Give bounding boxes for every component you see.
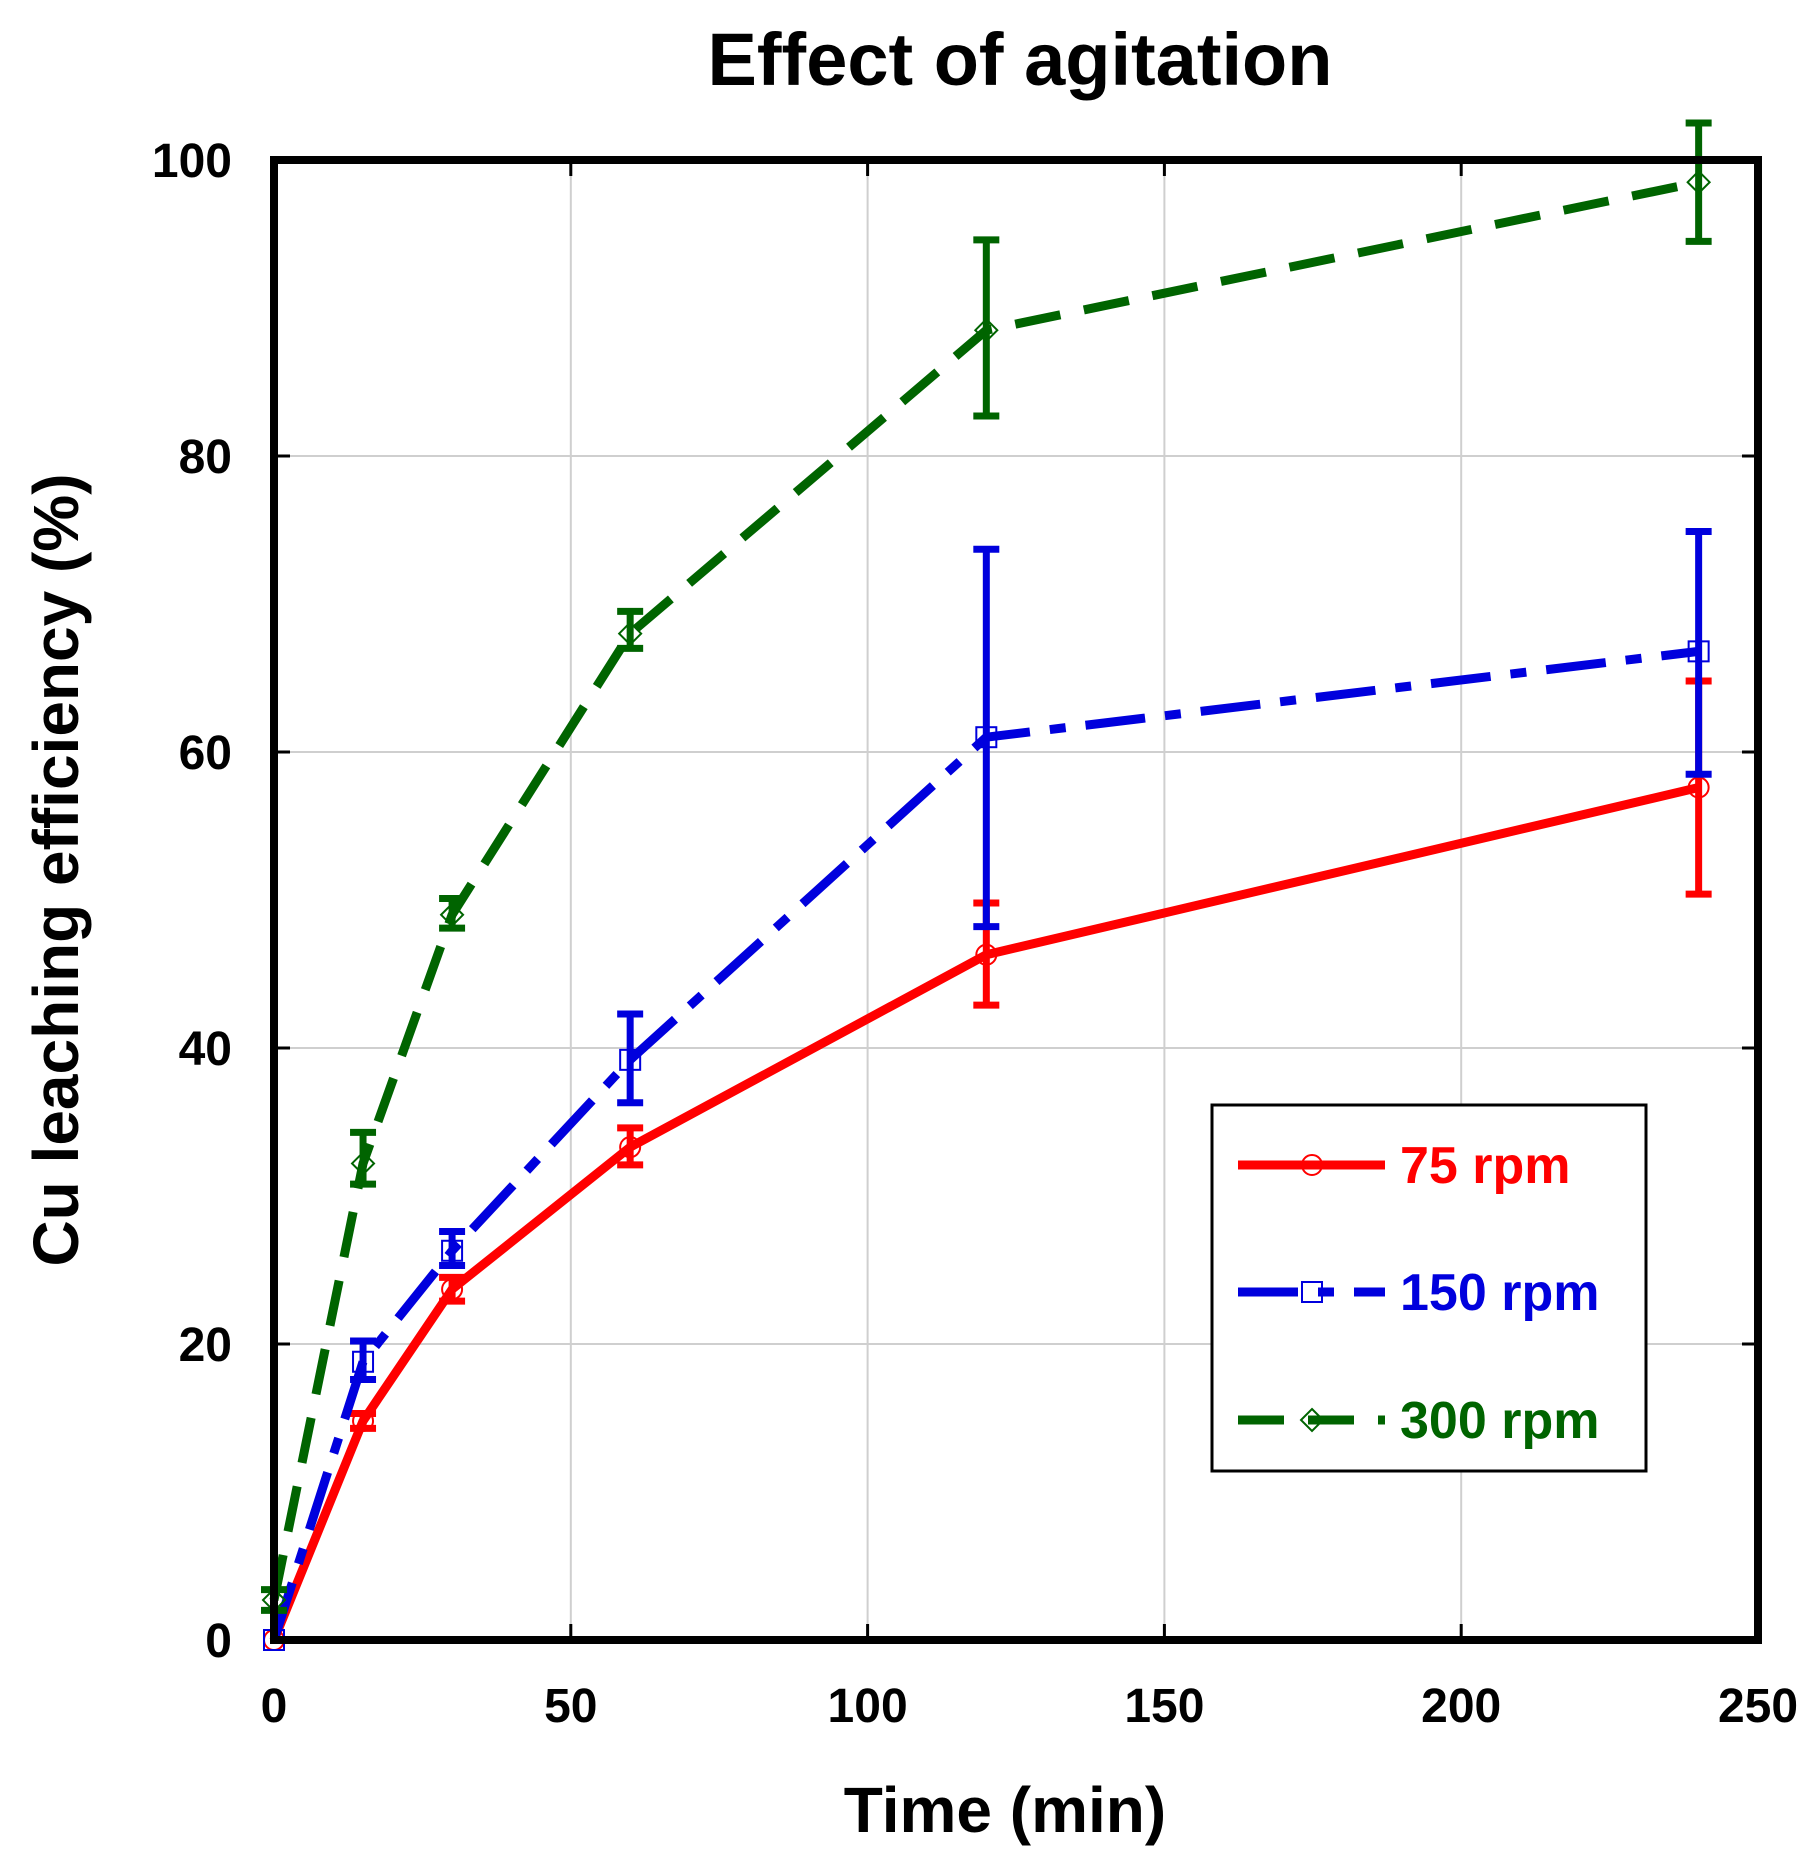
data-point xyxy=(617,621,643,647)
x-tick-label: 50 xyxy=(544,1680,597,1733)
series-line xyxy=(269,646,1700,1642)
y-axis-label: Cu leaching efficiency (%) xyxy=(20,473,92,1266)
legend-entry-150-rpm: 150 rpm xyxy=(1238,1264,1599,1322)
x-tick-label: 0 xyxy=(261,1680,288,1733)
legend-entry-75-rpm: 75 rpm xyxy=(1238,1137,1571,1195)
plot-frame xyxy=(270,156,1762,1644)
data-point xyxy=(619,1048,642,1071)
data-point xyxy=(441,1239,464,1262)
legend-marker xyxy=(1299,1407,1325,1433)
y-tick-label: 100 xyxy=(152,135,232,188)
data-point xyxy=(619,1136,642,1159)
series-line xyxy=(269,177,1700,1601)
series-line xyxy=(269,783,1700,1642)
legend-label: 75 rpm xyxy=(1400,1137,1571,1195)
data-point xyxy=(1687,640,1710,663)
data-point xyxy=(352,1409,375,1432)
data-point xyxy=(350,1151,376,1176)
x-axis-label: Time (min) xyxy=(844,1774,1166,1846)
data-point xyxy=(441,1278,464,1301)
legend-marker xyxy=(1301,1281,1323,1303)
data-point xyxy=(975,726,998,749)
data-point xyxy=(975,943,998,966)
y-tick-label: 60 xyxy=(179,727,232,780)
legend-entry-300-rpm: 300 rpm xyxy=(1238,1392,1599,1450)
x-tick-label: 200 xyxy=(1421,1680,1501,1733)
x-tick-label: 100 xyxy=(828,1680,908,1733)
chart-title: Effect of agitation xyxy=(708,18,1333,101)
legend-marker xyxy=(1301,1154,1323,1176)
grid xyxy=(274,160,1758,1640)
series-group xyxy=(261,119,1712,1651)
y-tick-label: 40 xyxy=(179,1023,232,1076)
legend-label: 150 rpm xyxy=(1400,1264,1599,1322)
axis-ticks: 0 50 100 150 200 250 0 20 40 60 80 100 xyxy=(152,135,1798,1733)
y-tick-label: 0 xyxy=(205,1615,232,1668)
data-point xyxy=(1686,169,1712,195)
data-point xyxy=(973,317,999,343)
y-tick-label: 80 xyxy=(179,431,232,484)
legend-label: 300 rpm xyxy=(1400,1392,1599,1450)
x-tick-label: 250 xyxy=(1718,1680,1798,1733)
data-point xyxy=(352,1350,375,1373)
series-150-rpm xyxy=(263,527,1712,1651)
legend: 75 rpm 150 rpm 300 rpm xyxy=(1210,1103,1648,1473)
y-tick-label: 20 xyxy=(179,1319,232,1372)
x-tick-label: 150 xyxy=(1124,1680,1204,1733)
data-point xyxy=(439,902,465,928)
series-300-rpm xyxy=(261,119,1712,1614)
